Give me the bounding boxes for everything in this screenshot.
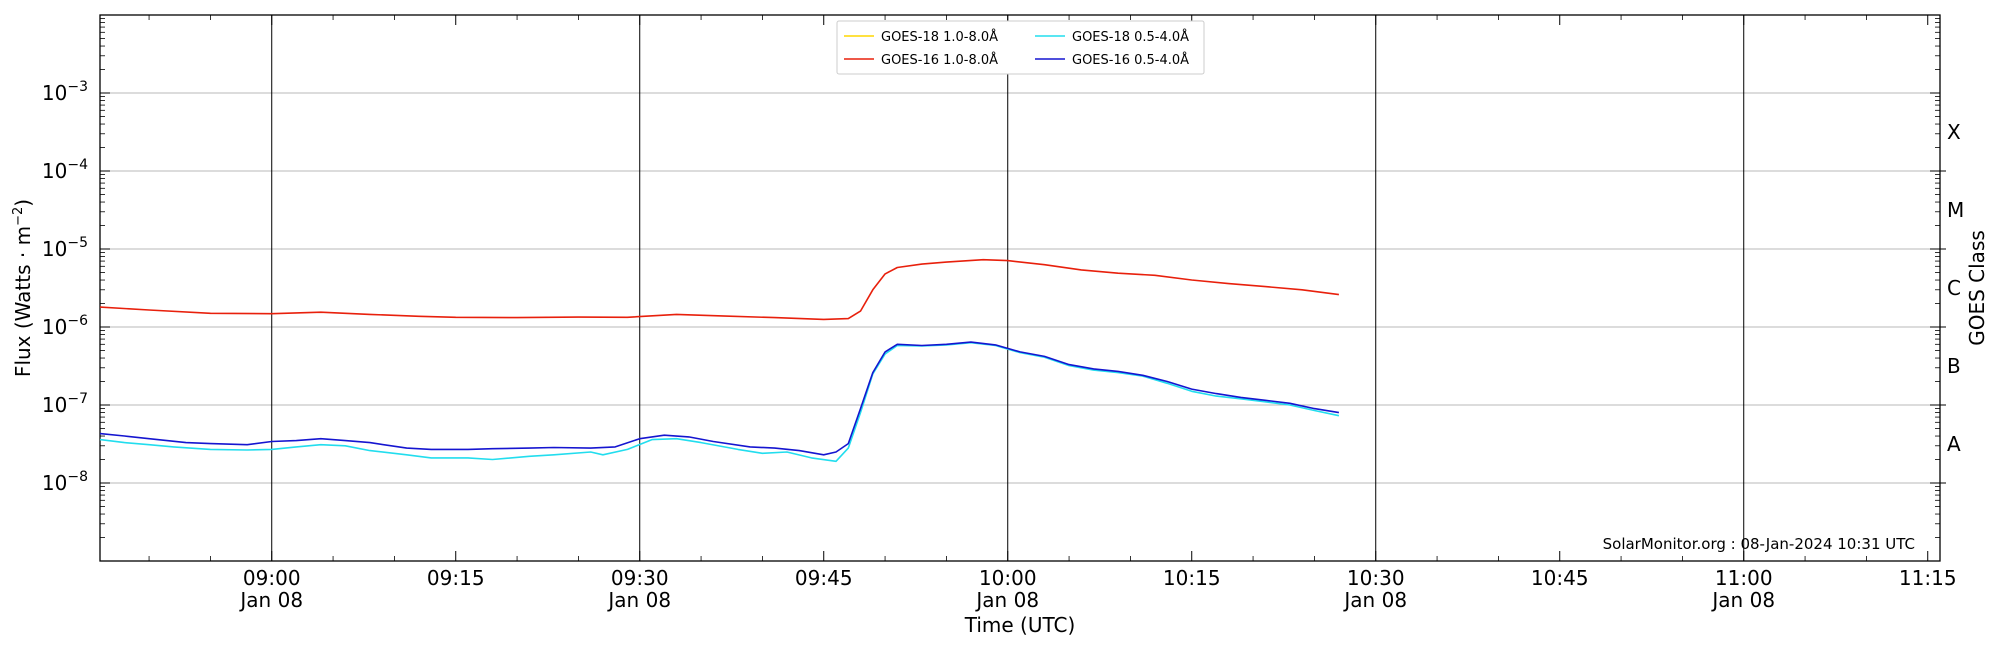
x-tick-date-label: Jan 08 bbox=[606, 588, 671, 612]
y-axis-label-close: ) bbox=[11, 199, 35, 207]
x-tick-label: 10:45 bbox=[1531, 566, 1589, 590]
legend-label: GOES-16 0.5-4.0Å bbox=[1072, 52, 1189, 68]
grid-lines bbox=[100, 92, 1940, 484]
goes-class-label: C bbox=[1947, 276, 1961, 300]
plot-frame bbox=[99, 14, 1941, 562]
series-line bbox=[99, 341, 1340, 456]
x-tick-label: 10:00 bbox=[979, 566, 1037, 590]
legend-label: GOES-16 1.0-8.0Å bbox=[881, 52, 998, 68]
x-tick-date-label: Jan 08 bbox=[238, 588, 303, 612]
x-tick-date-label: Jan 08 bbox=[1710, 588, 1775, 612]
day-marker-lines bbox=[271, 15, 1745, 561]
x-tick-label: 09:00 bbox=[243, 566, 301, 590]
x-tick-label: 10:30 bbox=[1347, 566, 1405, 590]
x-tick-label: 09:45 bbox=[795, 566, 853, 590]
x-tick-label: 09:15 bbox=[427, 566, 485, 590]
credit-text: SolarMonitor.org : 08-Jan-2024 10:31 UTC bbox=[1603, 535, 1915, 553]
goes-class-label: M bbox=[1947, 198, 1964, 222]
x-tick-label: 09:30 bbox=[611, 566, 669, 590]
goes-class-label: A bbox=[1947, 432, 1961, 456]
y-axis-label-exponent: −2 bbox=[11, 207, 26, 226]
x-tick-label: 11:00 bbox=[1715, 566, 1773, 590]
x-tick-date-label: Jan 08 bbox=[1342, 588, 1407, 612]
x-tick-date-label: Jan 08 bbox=[974, 588, 1039, 612]
legend: GOES-18 1.0-8.0Å GOES-18 0.5-4.0Å GOES-16 … bbox=[836, 20, 1205, 75]
y-axis-label: Flux (Watts · m−2) bbox=[11, 199, 35, 377]
legend-label: GOES-18 1.0-8.0Å bbox=[881, 29, 998, 45]
x-tick-label: 10:15 bbox=[1163, 566, 1221, 590]
y-tick-label: 10−8 bbox=[42, 469, 88, 495]
legend-label: GOES-18 0.5-4.0Å bbox=[1072, 29, 1189, 45]
y-tick-label: 10−6 bbox=[42, 313, 88, 339]
series-lines bbox=[99, 258, 1340, 463]
x-tick-label: 11:15 bbox=[1899, 566, 1957, 590]
goes-class-label: X bbox=[1947, 120, 1961, 144]
y-axis-label-main: Flux (Watts · m bbox=[11, 226, 35, 377]
series-line bbox=[99, 341, 1340, 463]
x-axis-label: Time (UTC) bbox=[964, 613, 1076, 637]
goes-class-label: B bbox=[1947, 354, 1961, 378]
y-tick-label: 10−4 bbox=[42, 157, 88, 183]
y-tick-label: 10−5 bbox=[42, 235, 88, 261]
right-axis-label: GOES Class bbox=[1965, 230, 1989, 346]
y-tick-label: 10−3 bbox=[42, 79, 88, 105]
series-line bbox=[99, 258, 1340, 321]
legend-box bbox=[836, 20, 1205, 75]
y-tick-label: 10−7 bbox=[42, 391, 88, 417]
